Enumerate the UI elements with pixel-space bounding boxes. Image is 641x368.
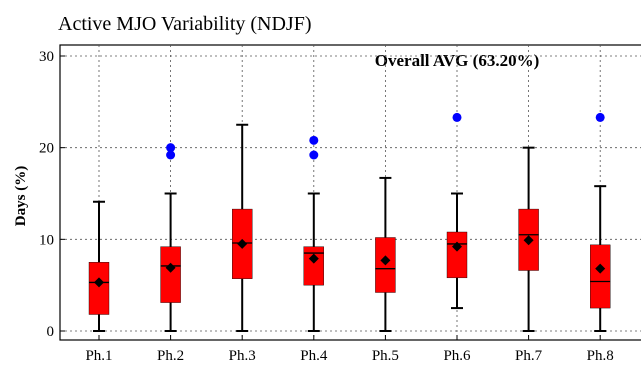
y-tick-label: 30	[39, 49, 54, 65]
box	[590, 244, 611, 309]
x-tick-label: Ph.7	[515, 348, 543, 363]
plot-frame	[59, 44, 641, 341]
x-tick-label: Ph.5	[372, 348, 399, 363]
mean-marker	[94, 277, 104, 288]
box	[88, 262, 110, 315]
x-tick-label: Ph.3	[229, 348, 256, 363]
x-tick-label: Ph.4	[300, 348, 328, 363]
mean-marker	[165, 262, 176, 273]
outlier-point	[166, 150, 176, 160]
x-tick-label: Ph.6	[443, 348, 471, 363]
mean-marker	[452, 241, 462, 252]
mean-marker	[523, 235, 534, 246]
outlier-point	[309, 150, 319, 160]
y-tick-label: 10	[39, 232, 54, 248]
x-tick-label: Ph.8	[587, 348, 614, 363]
mean-marker	[308, 253, 319, 264]
y-tick-label: 0	[47, 324, 55, 340]
mean-marker	[595, 263, 606, 274]
y-axis-label: Days (%)	[13, 166, 29, 226]
box	[303, 246, 324, 286]
outlier-point	[452, 112, 462, 122]
box	[446, 231, 468, 279]
box	[160, 246, 181, 303]
outlier-point	[166, 143, 176, 153]
outlier-point	[595, 112, 605, 122]
outlier-point	[309, 135, 319, 145]
x-tick-label: Ph.2	[157, 348, 184, 363]
y-tick-label: 20	[39, 141, 54, 157]
mean-marker	[237, 238, 248, 249]
chart-title: Active MJO Variability (NDJF)	[58, 13, 312, 35]
x-tick-label: Ph.1	[85, 348, 112, 363]
mean-marker	[380, 255, 391, 266]
